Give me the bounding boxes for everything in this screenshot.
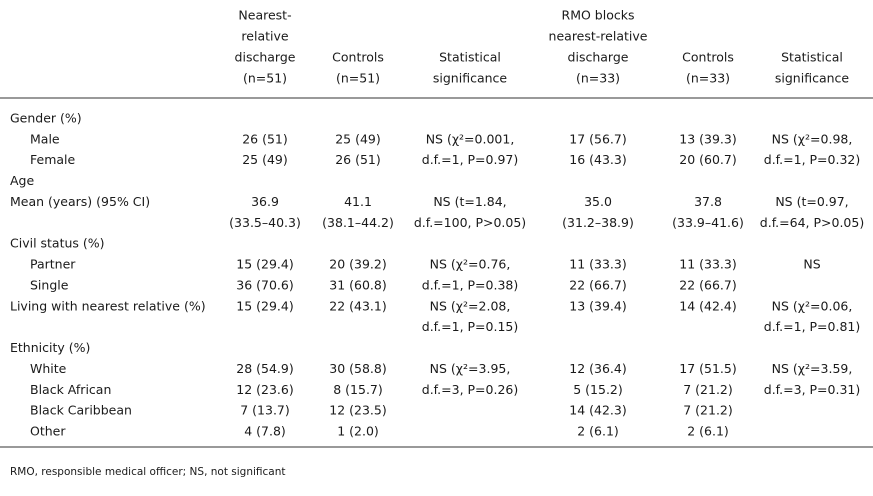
cell: d.f.=1, P=0.15): [422, 319, 518, 334]
cell: (31.2–38.9): [562, 215, 634, 230]
cell: 16 (43.3): [569, 152, 626, 167]
cell: NS (χ²=3.95,: [430, 361, 511, 376]
cell: (33.5–40.3): [229, 215, 301, 230]
row-label: Single: [30, 277, 69, 292]
cell: 4 (7.8): [244, 424, 286, 439]
cell: d.f.=1, P=0.81): [764, 319, 860, 334]
cell: NS (t=1.84,: [433, 194, 506, 209]
column-header: (n=51): [336, 71, 380, 86]
cell: 20 (39.2): [329, 257, 386, 272]
cell: 25 (49): [242, 152, 288, 167]
row-label: Black Caribbean: [30, 403, 132, 418]
cell: d.f.=1, P=0.38): [422, 277, 518, 292]
cell: 26 (51): [335, 152, 381, 167]
column-header: significance: [433, 71, 508, 86]
cell: d.f.=3, P=0.31): [764, 382, 860, 397]
column-header: discharge: [568, 50, 629, 65]
column-header: Statistical: [781, 50, 843, 65]
row-label: Partner: [30, 257, 76, 272]
cell: 20 (60.7): [679, 152, 736, 167]
column-header: significance: [775, 71, 850, 86]
cell: d.f.=3, P=0.26): [422, 382, 518, 397]
row-label: Gender (%): [10, 111, 82, 126]
cell: 15 (29.4): [236, 257, 293, 272]
cell: 22 (66.7): [569, 277, 626, 292]
row-label: Other: [30, 424, 66, 439]
cell: 17 (56.7): [569, 131, 626, 146]
row-label: Male: [30, 131, 60, 146]
cell: 2 (6.1): [687, 424, 729, 439]
cell: 7 (13.7): [240, 403, 290, 418]
cell: 28 (54.9): [236, 361, 293, 376]
column-header: (n=33): [686, 71, 730, 86]
column-header: nearest-relative: [549, 29, 648, 44]
cell: 37.8: [694, 194, 722, 209]
cell: 15 (29.4): [236, 298, 293, 313]
row-label: Black African: [30, 382, 111, 397]
cell: 36 (70.6): [236, 277, 293, 292]
cell: 12 (36.4): [569, 361, 626, 376]
row-label: Female: [30, 152, 76, 167]
cell: NS (χ²=2.08,: [430, 298, 511, 313]
cell: 7 (21.2): [683, 403, 733, 418]
column-header: (n=33): [576, 71, 620, 86]
cell: 14 (42.4): [679, 298, 736, 313]
cell: NS: [803, 257, 820, 272]
cell: 30 (58.8): [329, 361, 386, 376]
cell: 36.9: [251, 194, 279, 209]
column-header: RMO blocks: [562, 8, 635, 23]
cell: (33.9–41.6): [672, 215, 744, 230]
row-label: White: [30, 361, 67, 376]
cell: 2 (6.1): [577, 424, 619, 439]
cell: 17 (51.5): [679, 361, 736, 376]
column-header: discharge: [235, 50, 296, 65]
column-header: (n=51): [243, 71, 287, 86]
row-label: Civil status (%): [10, 236, 105, 251]
cell: NS (χ²=0.001,: [426, 131, 515, 146]
cell: 13 (39.3): [679, 131, 736, 146]
cell: NS (χ²=0.98,: [772, 131, 853, 146]
cell: (38.1–44.2): [322, 215, 394, 230]
cell: 35.0: [584, 194, 612, 209]
column-header: Statistical: [439, 50, 501, 65]
cell: 14 (42.3): [569, 403, 626, 418]
cell: 26 (51): [242, 131, 288, 146]
cell: 41.1: [344, 194, 372, 209]
cell: 11 (33.3): [569, 257, 626, 272]
cell: NS (χ²=0.76,: [430, 257, 511, 272]
cell: NS (χ²=3.59,: [772, 361, 853, 376]
column-header: Controls: [332, 50, 384, 65]
column-header: relative: [241, 29, 288, 44]
row-label: Living with nearest relative (%): [10, 298, 206, 313]
footnote: RMO, responsible medical officer; NS, no…: [10, 466, 286, 478]
cell: d.f.=64, P>0.05): [760, 215, 864, 230]
row-label: Mean (years) (95% CI): [10, 194, 150, 209]
cell: 11 (33.3): [679, 257, 736, 272]
cell: NS (χ²=0.06,: [772, 298, 853, 313]
cell: 8 (15.7): [333, 382, 383, 397]
cell: d.f.=1, P=0.97): [422, 152, 518, 167]
cell: 1 (2.0): [337, 424, 379, 439]
cell: 12 (23.6): [236, 382, 293, 397]
column-header: Controls: [682, 50, 734, 65]
cell: 25 (49): [335, 131, 381, 146]
cell: 7 (21.2): [683, 382, 733, 397]
cell: 13 (39.4): [569, 298, 626, 313]
cell: 22 (66.7): [679, 277, 736, 292]
row-label: Ethnicity (%): [10, 340, 90, 355]
cell: d.f.=100, P>0.05): [414, 215, 526, 230]
column-header: Nearest-: [238, 8, 291, 23]
cell: 12 (23.5): [329, 403, 386, 418]
row-label: Age: [10, 173, 34, 188]
cell: d.f.=1, P=0.32): [764, 152, 860, 167]
cell: 22 (43.1): [329, 298, 386, 313]
cell: NS (t=0.97,: [775, 194, 848, 209]
cell: 31 (60.8): [329, 277, 386, 292]
cell: 5 (15.2): [573, 382, 623, 397]
